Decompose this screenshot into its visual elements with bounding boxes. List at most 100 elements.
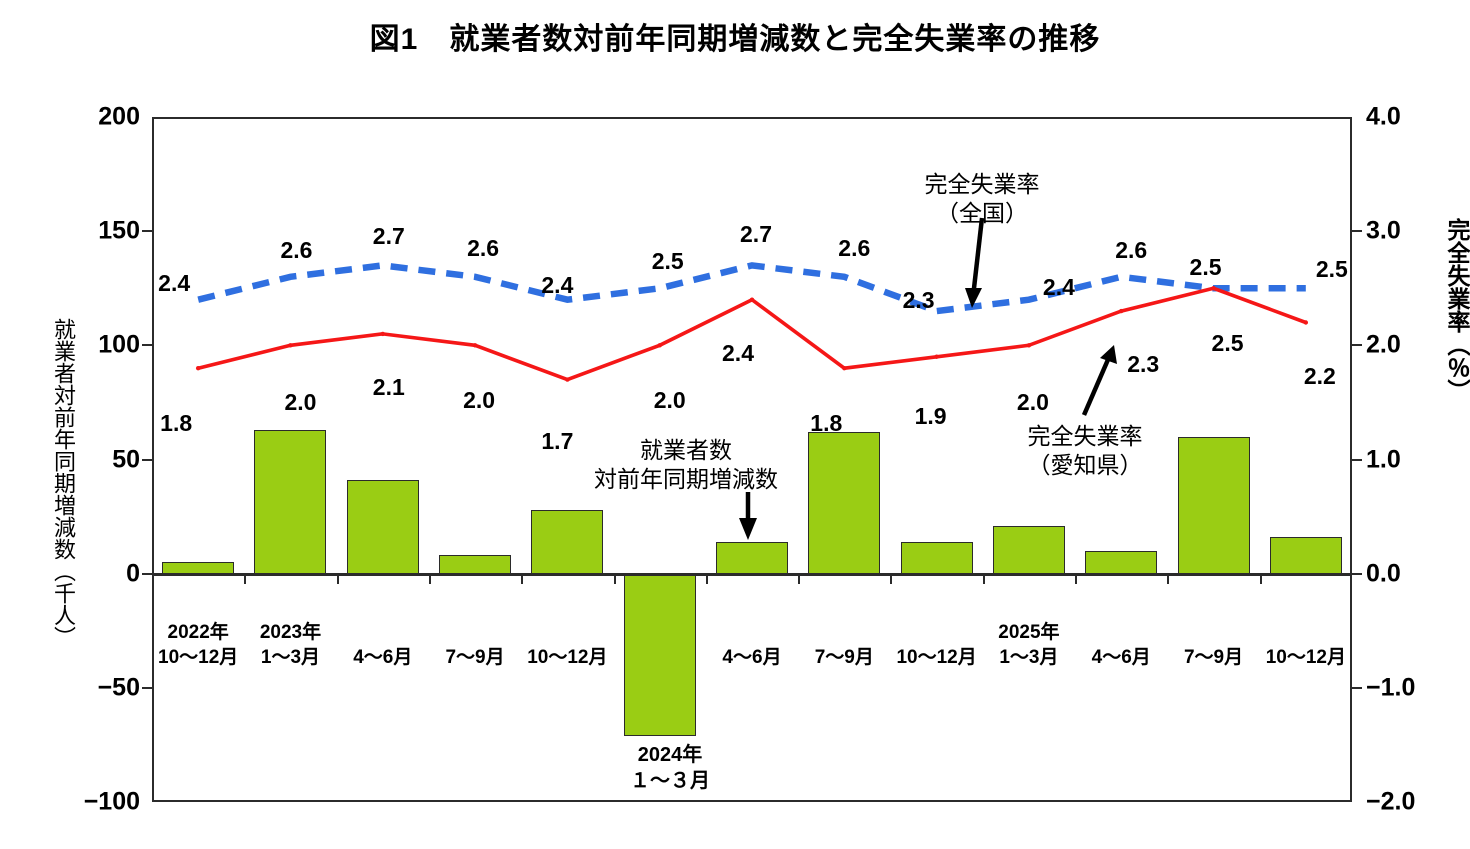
left-tick-label: 200 xyxy=(98,102,140,131)
national-value-label: 2.5 xyxy=(1189,254,1222,281)
left-tickmark xyxy=(142,572,153,575)
x-tickmark xyxy=(982,575,985,584)
left-tick-label: −100 xyxy=(83,787,140,816)
left-tick-label: 0 xyxy=(126,559,140,588)
annotation-national-line2: （全国） xyxy=(936,199,1028,226)
national-value-label: 2.4 xyxy=(541,271,574,298)
right-axis-title: 完全失業率（％） xyxy=(1444,218,1470,402)
right-tick-label: −2.0 xyxy=(1366,787,1416,816)
national-value-label: 2.6 xyxy=(280,236,313,263)
annotation-bars-line2: 対前年同期増減数 xyxy=(594,465,778,492)
right-tick-label: −1.0 xyxy=(1366,673,1416,702)
bar xyxy=(716,541,788,574)
aichi-value-label: 2.5 xyxy=(1211,330,1244,357)
x-tickmark xyxy=(798,575,801,584)
x-tickmark xyxy=(336,575,339,584)
national-value-label: 2.4 xyxy=(158,269,191,296)
right-tickmark xyxy=(1351,458,1362,461)
x-axis-label-year: 2025年 xyxy=(998,622,1060,643)
aichi-value-label: 1.9 xyxy=(914,402,947,429)
right-tick-label: 1.0 xyxy=(1366,445,1401,473)
bar xyxy=(531,509,604,574)
x-axis-label-year xyxy=(445,620,504,645)
annotation-national-line1: 完全失業率 xyxy=(924,171,1040,197)
zero-baseline xyxy=(152,573,1352,576)
aichi-value-label: 2.4 xyxy=(722,339,754,366)
annotation-national: 完全失業率 （全国） xyxy=(925,170,1040,228)
bar xyxy=(162,562,235,574)
aichi-value-label: 1.8 xyxy=(160,410,193,437)
national-value-label: 2.5 xyxy=(1315,256,1348,283)
x-axis-label: 10～12月 xyxy=(527,620,607,670)
x-axis-label: 4～6月 xyxy=(722,620,781,670)
x-axis-label: 4～6月 xyxy=(353,620,412,670)
x-axis-label-year xyxy=(527,620,607,645)
x-tickmark xyxy=(705,575,708,584)
national-value-label: 2.7 xyxy=(740,221,772,248)
bar xyxy=(254,429,327,574)
x-axis-label-period: 1～3月 xyxy=(260,647,321,669)
bar xyxy=(1269,537,1342,574)
right-tickmark xyxy=(1351,572,1362,575)
bar xyxy=(623,573,696,736)
aichi-value-label: 2.0 xyxy=(463,387,496,414)
plot-area xyxy=(152,117,1352,802)
x-axis-label-year xyxy=(896,620,976,645)
x-axis-label: 10～12月 xyxy=(896,620,976,670)
annotation-aichi-line2: （愛知県） xyxy=(1027,451,1143,478)
aichi-value-label: 2.1 xyxy=(372,373,405,400)
national-value-label: 2.6 xyxy=(1115,236,1148,263)
aichi-value-label: 1.8 xyxy=(810,410,843,437)
left-tickmark xyxy=(142,686,153,689)
x-axis-label-year xyxy=(722,620,781,645)
national-value-label: 2.4 xyxy=(1042,273,1075,300)
x-axis-label-year xyxy=(353,620,412,645)
x-axis-label: 2022年 10～12月 xyxy=(158,620,238,670)
x-axis-label-period: 1～3月 xyxy=(999,647,1059,669)
x-axis-label-period: 10～12月 xyxy=(1265,647,1346,669)
x-tickmark xyxy=(1075,575,1078,584)
x-axis-label-period: 7～9月 xyxy=(445,647,505,669)
aichi-value-label: 2.2 xyxy=(1303,362,1336,389)
x-axis-label-year: 2022年 xyxy=(167,622,229,643)
annotation-aichi-line1: 完全失業率 xyxy=(1027,423,1143,449)
x-tickmark xyxy=(521,575,524,584)
x-axis-label: 2023年 1～3月 xyxy=(260,620,321,670)
national-value-label: 2.5 xyxy=(651,248,684,275)
x-axis-label-period: 10～12月 xyxy=(158,647,239,669)
aichi-value-label: 2.0 xyxy=(284,389,317,416)
annotation-negative-bar: 2024年 １～３月 xyxy=(630,742,710,794)
x-axis-label-period: 10～12月 xyxy=(527,647,608,669)
bar xyxy=(346,480,419,574)
bar xyxy=(808,432,881,574)
x-axis-label-year xyxy=(815,620,874,645)
annotation-aichi: 完全失業率 （愛知県） xyxy=(1028,422,1143,480)
x-axis-label-year xyxy=(1184,620,1243,645)
left-tickmark xyxy=(142,230,153,233)
x-tickmark xyxy=(613,575,616,584)
aichi-value-label: 2.0 xyxy=(653,387,686,414)
national-value-label: 2.3 xyxy=(902,287,935,314)
figure-title: 図1 就業者数対前年同期増減数と完全失業率の推移 xyxy=(369,23,1101,56)
x-axis-label-period: 7～9月 xyxy=(814,647,874,669)
national-value-label: 2.6 xyxy=(838,234,871,261)
left-tickmark xyxy=(142,458,153,461)
national-value-label: 2.7 xyxy=(372,223,405,250)
x-axis-label-year: 2023年 xyxy=(259,622,322,643)
left-tick-label: 150 xyxy=(98,216,140,245)
right-tick-label: 3.0 xyxy=(1366,216,1401,245)
left-tick-label: 100 xyxy=(98,330,140,359)
x-axis-label-period: 7～9月 xyxy=(1183,647,1244,669)
bar xyxy=(1177,436,1250,574)
x-axis-label: 7～9月 xyxy=(1184,620,1243,670)
aichi-value-label: 2.0 xyxy=(1016,389,1049,416)
aichi-value-label: 2.3 xyxy=(1127,351,1160,378)
x-axis-label: 2025年 1～3月 xyxy=(998,620,1059,670)
right-tickmark xyxy=(1351,230,1362,233)
x-tickmark xyxy=(890,575,893,584)
x-tickmark xyxy=(1259,575,1262,584)
bar xyxy=(900,541,973,574)
x-axis-label: 7～9月 xyxy=(815,620,874,670)
right-tickmark xyxy=(1351,686,1362,689)
